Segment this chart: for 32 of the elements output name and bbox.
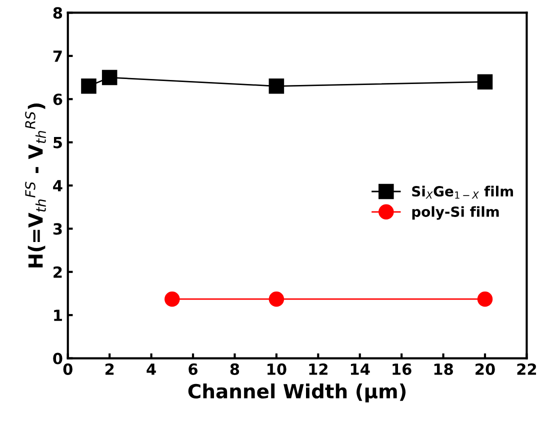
x-tick-label: 8	[230, 363, 240, 375]
x-tick-label: 12	[309, 363, 328, 375]
x-tick-label: 4	[146, 364, 156, 375]
x-tick-label: 0	[63, 363, 72, 375]
y-tick-label: 4	[53, 180, 62, 192]
x-axis-title: Channel Width (μm)	[188, 383, 406, 402]
point	[268, 78, 284, 94]
point	[268, 291, 284, 307]
point	[477, 291, 493, 307]
x-tick-label: 6	[188, 363, 198, 375]
legend-label: poly-Si film	[412, 206, 499, 220]
y-tick-label: 8	[53, 7, 62, 19]
point	[477, 74, 493, 90]
y-tick-label: 6	[53, 94, 62, 106]
point	[102, 70, 118, 86]
y-axis-title: H(=V$_{th}$$^{FS}$ - V$_{th}$$^{RS}$)	[25, 103, 46, 268]
x-tick-label: 2	[105, 363, 114, 375]
y-tick-label: 3	[53, 223, 62, 235]
y-tick-label: 7	[53, 50, 62, 62]
point	[81, 78, 96, 94]
y-tick-label: 2	[54, 266, 62, 278]
y-tick-label: 1	[54, 310, 62, 321]
point	[164, 291, 180, 307]
legend-label: Si$_{X}$Ge$_{1−X}$ film	[412, 186, 513, 199]
y-tick-label: 0	[53, 352, 62, 364]
x-tick-label: 10	[268, 363, 286, 375]
x-tick-label: 22	[517, 363, 536, 375]
x-tick-label: 18	[434, 363, 453, 375]
x-tick-label: 14	[350, 364, 370, 375]
x-tick-label: 16	[392, 363, 412, 375]
y-tick-label: 5	[54, 136, 62, 148]
x-tick-label: 20	[476, 363, 495, 375]
